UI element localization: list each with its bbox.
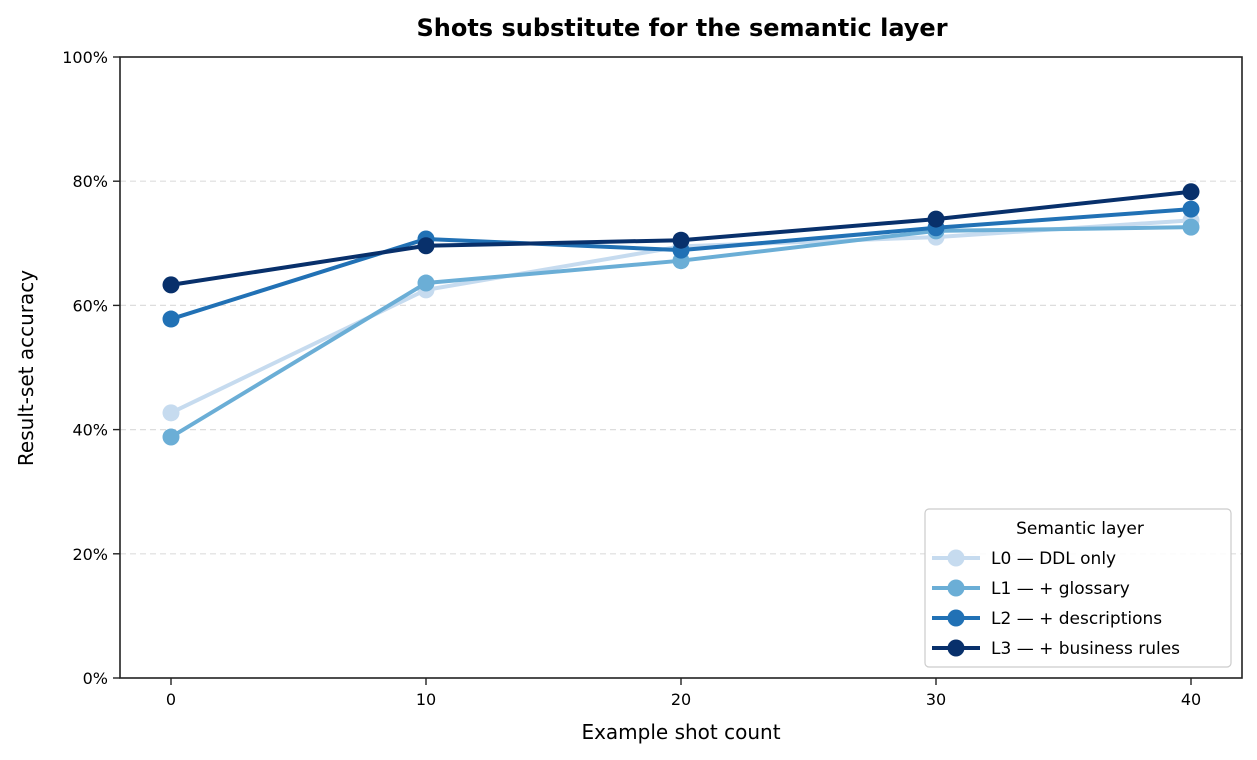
legend-marker-icon — [947, 609, 965, 627]
y-axis: 0% 20% 40% 60% 80% 100% — [62, 48, 120, 688]
data-point-marker — [162, 428, 180, 446]
y-tick-label: 60% — [72, 296, 108, 315]
data-point-marker — [672, 231, 690, 249]
x-tick-label: 0 — [166, 690, 176, 709]
data-point-marker — [1182, 218, 1200, 236]
y-tick-label: 40% — [72, 421, 108, 440]
x-axis-title: Example shot count — [581, 720, 780, 744]
legend-item: L1 — + glossary — [932, 579, 1130, 599]
legend-label: L2 — + descriptions — [991, 609, 1162, 629]
y-tick-label: 100% — [62, 48, 108, 67]
data-point-marker — [162, 404, 180, 422]
y-tick-label: 20% — [72, 545, 108, 564]
legend-box — [924, 508, 1232, 668]
series-3 — [162, 183, 1200, 294]
y-tick-label: 80% — [72, 172, 108, 191]
legend-marker-icon — [947, 639, 965, 657]
legend-marker-icon — [947, 579, 965, 597]
data-point-marker — [1182, 183, 1200, 201]
data-point-marker — [927, 210, 945, 228]
data-point-marker — [162, 276, 180, 294]
legend-title: Semantic layer — [1016, 519, 1144, 539]
legend: Semantic layer L0 — DDL only L1 — + glossa… — [924, 508, 1232, 668]
legend-label: L3 — + business rules — [991, 639, 1180, 659]
y-axis-title: Result-set accuracy — [14, 270, 38, 466]
legend-item: L0 — DDL only — [932, 549, 1116, 569]
data-point-marker — [417, 237, 435, 255]
y-tick-label: 0% — [83, 669, 108, 688]
x-tick-label: 40 — [1181, 690, 1201, 709]
legend-marker-icon — [947, 549, 965, 567]
x-axis: 0 10 20 30 40 — [166, 678, 1201, 709]
legend-item: L2 — + descriptions — [932, 609, 1162, 629]
data-point-marker — [1182, 200, 1200, 218]
data-point-marker — [417, 274, 435, 292]
chart-title: Shots substitute for the semantic layer — [416, 14, 947, 42]
legend-label: L1 — + glossary — [991, 579, 1130, 599]
series-lines — [162, 183, 1200, 446]
x-tick-label: 20 — [671, 690, 691, 709]
x-tick-label: 30 — [926, 690, 946, 709]
legend-label: L0 — DDL only — [991, 549, 1116, 569]
data-point-marker — [162, 310, 180, 328]
x-tick-label: 10 — [416, 690, 436, 709]
legend-item: L3 — + business rules — [932, 639, 1180, 659]
